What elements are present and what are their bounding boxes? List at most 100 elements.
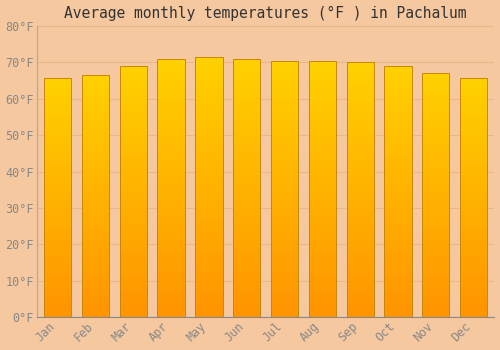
Bar xyxy=(271,160,298,163)
Bar xyxy=(82,120,109,123)
Bar xyxy=(233,311,260,314)
Bar xyxy=(44,155,71,159)
Bar xyxy=(346,247,374,250)
Bar xyxy=(233,107,260,111)
Bar xyxy=(158,288,184,292)
Bar xyxy=(120,267,147,270)
Bar xyxy=(233,220,260,224)
Bar xyxy=(309,157,336,161)
Bar xyxy=(460,270,487,272)
Bar xyxy=(233,288,260,292)
Bar xyxy=(233,140,260,143)
Bar xyxy=(82,290,109,293)
Bar xyxy=(309,205,336,209)
Bar xyxy=(271,301,298,304)
Bar xyxy=(233,240,260,243)
Bar xyxy=(422,302,450,305)
Bar xyxy=(196,164,222,168)
Bar xyxy=(158,246,184,250)
Bar xyxy=(158,227,184,230)
Bar xyxy=(82,266,109,269)
Bar xyxy=(346,206,374,209)
Bar xyxy=(309,106,336,109)
Bar xyxy=(346,244,374,247)
Bar xyxy=(120,214,147,217)
Bar xyxy=(158,304,184,308)
Bar xyxy=(422,201,450,204)
Bar xyxy=(196,223,222,226)
Bar xyxy=(460,245,487,248)
Bar xyxy=(120,220,147,223)
Bar xyxy=(158,85,184,88)
Bar xyxy=(309,170,336,173)
Bar xyxy=(120,88,147,91)
Bar xyxy=(82,260,109,263)
Bar xyxy=(460,78,487,317)
Bar xyxy=(158,198,184,201)
Bar xyxy=(120,150,147,154)
Bar xyxy=(196,265,222,268)
Bar xyxy=(346,167,374,170)
Bar xyxy=(120,106,147,110)
Bar xyxy=(233,246,260,250)
Bar xyxy=(460,201,487,203)
Bar xyxy=(422,116,450,119)
Bar xyxy=(384,78,411,81)
Bar xyxy=(233,59,260,317)
Bar xyxy=(422,171,450,174)
Bar xyxy=(346,65,374,68)
Bar xyxy=(196,210,222,213)
Bar xyxy=(196,109,222,112)
Bar xyxy=(460,102,487,105)
Bar xyxy=(460,107,487,111)
Bar xyxy=(271,269,298,272)
Bar xyxy=(271,163,298,167)
Bar xyxy=(271,215,298,218)
Bar xyxy=(271,295,298,298)
Bar xyxy=(44,264,71,266)
Bar xyxy=(120,204,147,207)
Bar xyxy=(346,75,374,78)
Bar xyxy=(44,296,71,299)
Bar xyxy=(120,264,147,267)
Bar xyxy=(196,246,222,249)
Bar xyxy=(233,285,260,288)
Bar xyxy=(271,263,298,266)
Bar xyxy=(233,159,260,162)
Bar xyxy=(196,122,222,126)
Bar xyxy=(309,285,336,288)
Bar xyxy=(120,261,147,264)
Bar xyxy=(346,71,374,75)
Bar xyxy=(460,111,487,114)
Bar xyxy=(460,228,487,230)
Bar xyxy=(460,264,487,266)
Bar xyxy=(460,296,487,299)
Bar xyxy=(158,204,184,208)
Bar xyxy=(460,189,487,191)
Bar xyxy=(158,69,184,72)
Bar xyxy=(120,78,147,81)
Bar xyxy=(384,72,411,75)
Bar xyxy=(120,273,147,276)
Bar xyxy=(460,218,487,222)
Bar xyxy=(346,104,374,107)
Bar xyxy=(233,149,260,153)
Bar xyxy=(196,252,222,256)
Bar xyxy=(82,232,109,236)
Bar xyxy=(82,217,109,220)
Bar xyxy=(233,123,260,127)
Bar xyxy=(460,186,487,189)
Bar xyxy=(271,285,298,288)
Bar xyxy=(120,229,147,232)
Bar xyxy=(158,94,184,98)
Bar xyxy=(82,129,109,132)
Bar xyxy=(271,272,298,275)
Bar xyxy=(271,80,298,83)
Bar xyxy=(422,122,450,125)
Bar xyxy=(384,81,411,84)
Bar xyxy=(460,210,487,212)
Bar xyxy=(422,296,450,299)
Bar xyxy=(346,78,374,81)
Bar xyxy=(346,286,374,289)
Bar xyxy=(309,273,336,276)
